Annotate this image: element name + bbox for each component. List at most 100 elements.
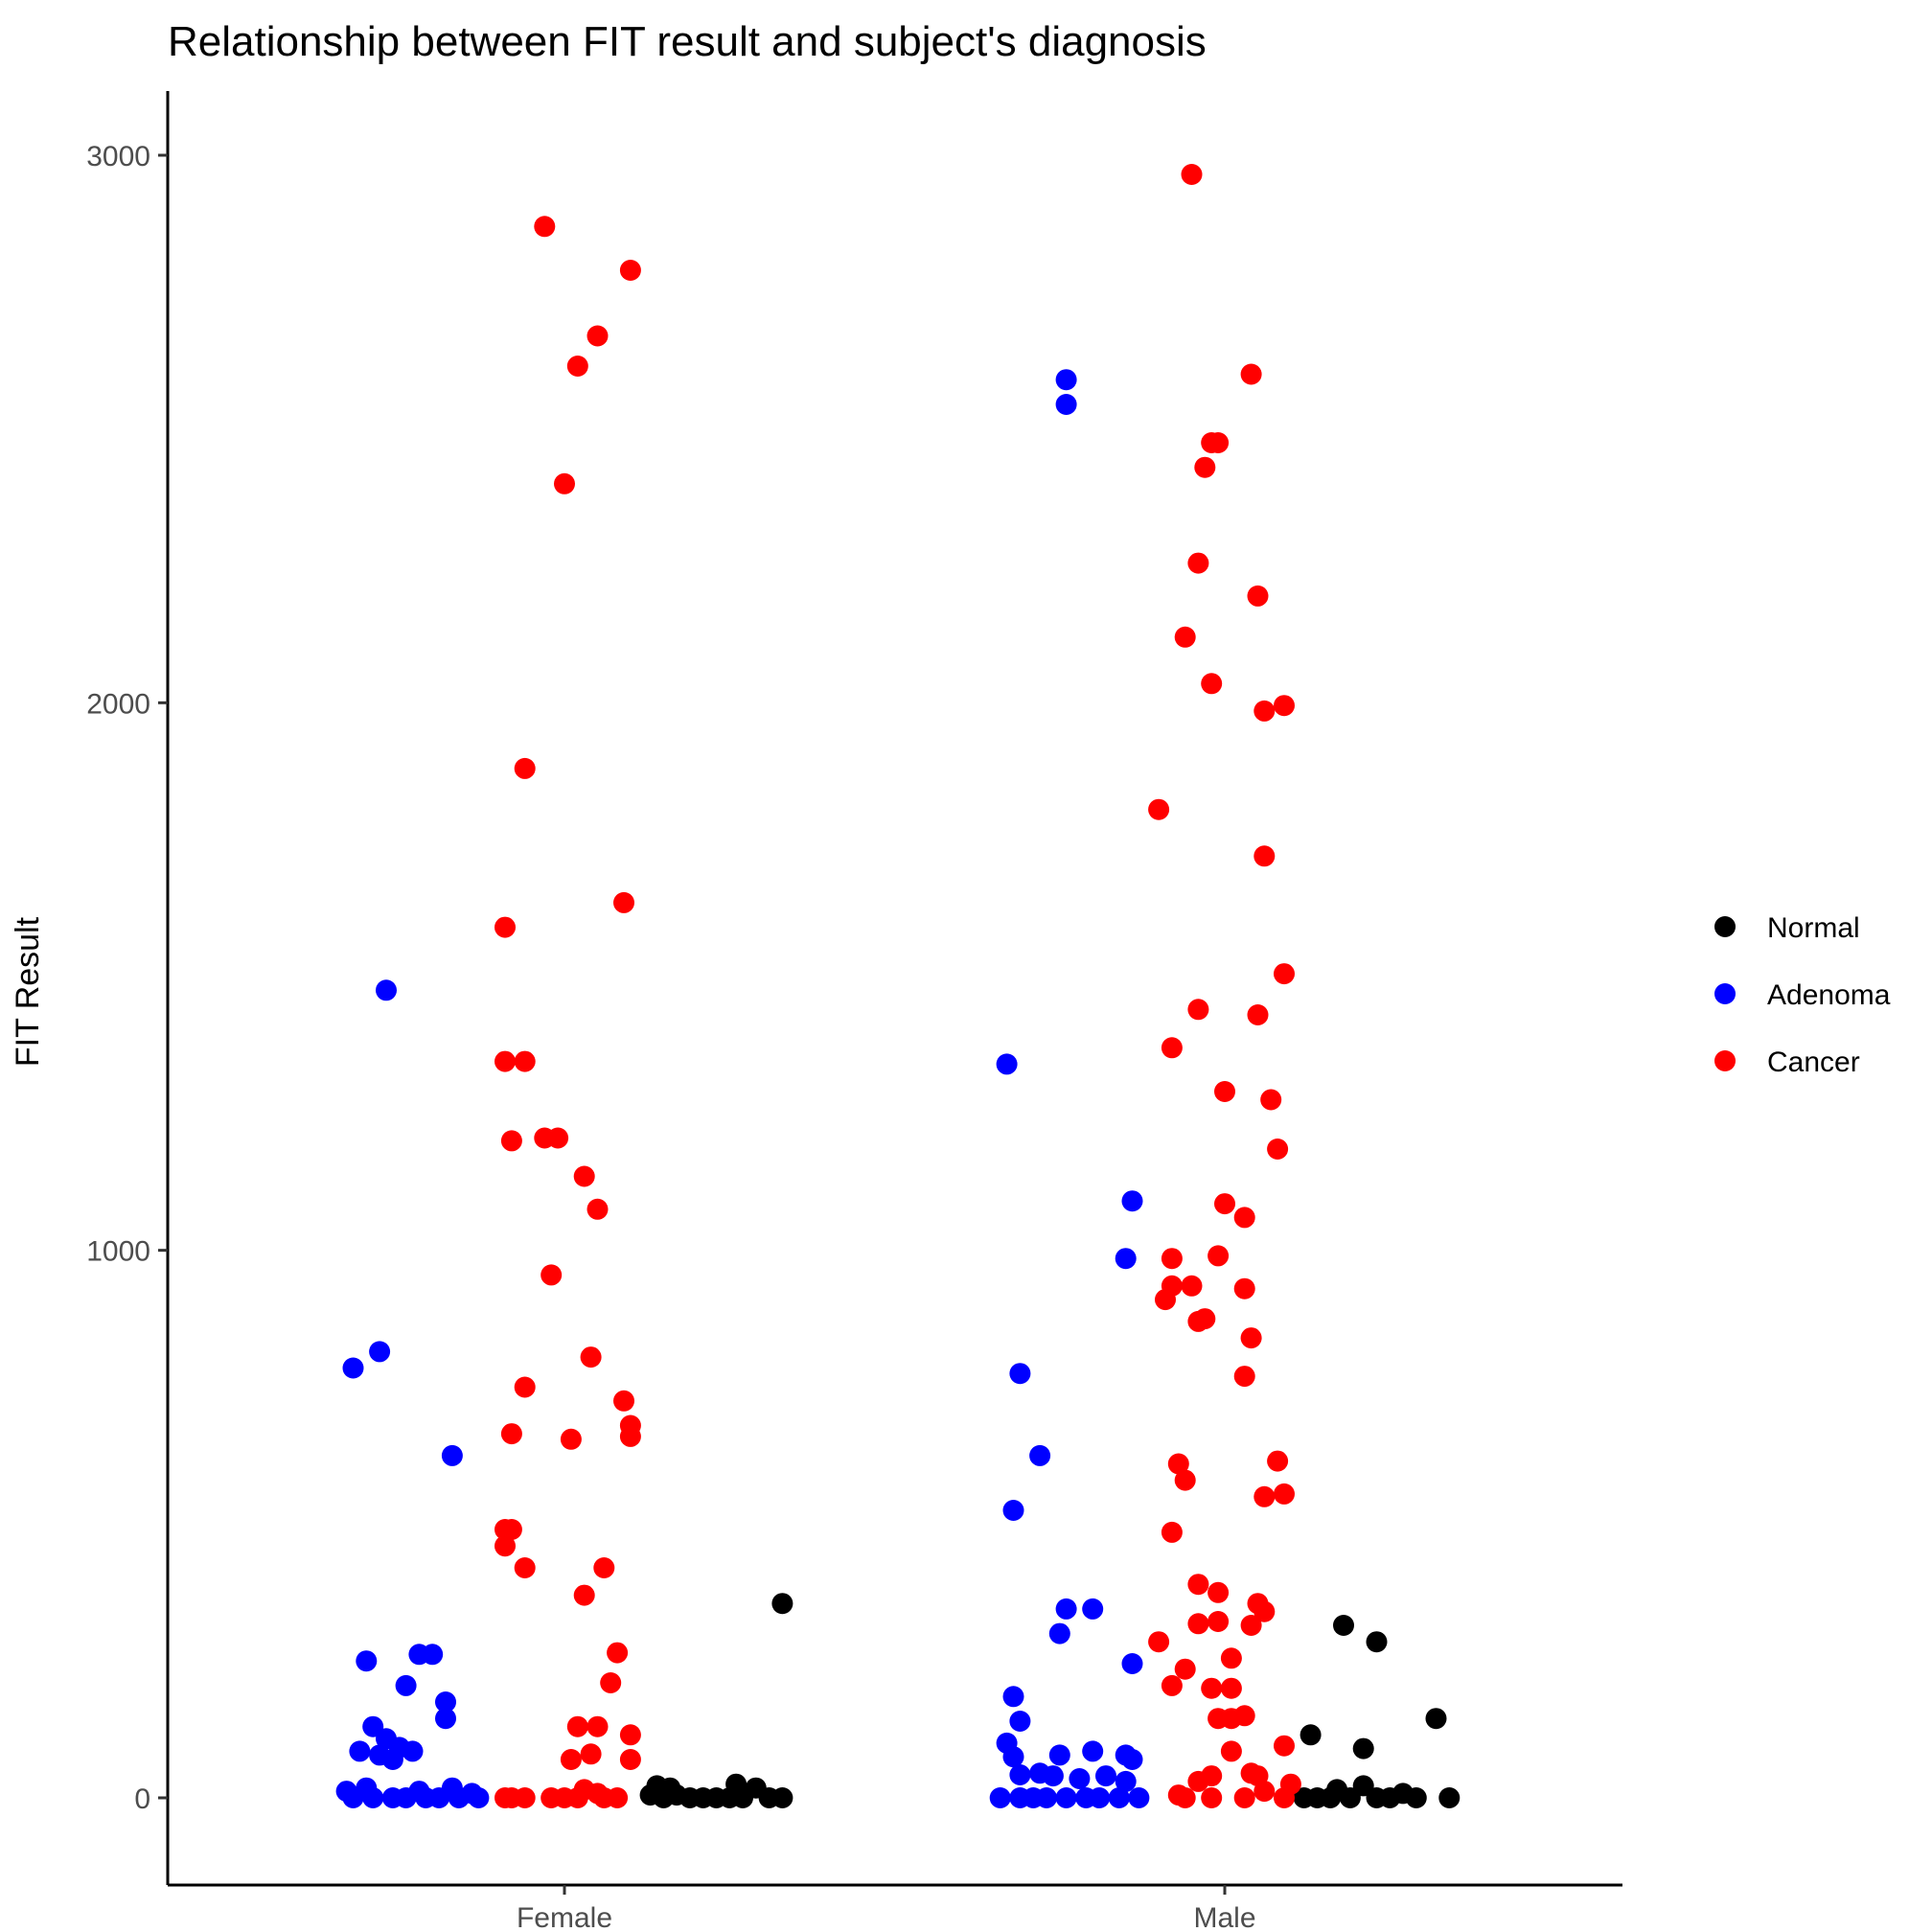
- data-point: [422, 1644, 444, 1666]
- data-point: [1194, 1308, 1216, 1330]
- data-point: [1009, 1363, 1031, 1385]
- data-point: [573, 1584, 595, 1606]
- data-point: [1055, 1598, 1077, 1620]
- data-point: [395, 1787, 417, 1808]
- data-point: [1108, 1787, 1130, 1808]
- data-point: [573, 1165, 595, 1187]
- data-point: [1036, 1787, 1057, 1808]
- data-point: [1187, 1574, 1209, 1596]
- data-point: [560, 1428, 582, 1450]
- data-point: [607, 1642, 629, 1664]
- data-point: [1233, 1787, 1255, 1808]
- data-point: [1254, 700, 1276, 722]
- data-point: [1121, 1749, 1143, 1770]
- data-point: [1274, 963, 1295, 985]
- data-point: [1220, 1647, 1242, 1669]
- data-point: [1201, 1787, 1223, 1808]
- data-point: [500, 1423, 522, 1445]
- data-point: [1339, 1787, 1361, 1808]
- data-point: [342, 1787, 364, 1808]
- x-tick-label: Male: [1193, 1902, 1255, 1932]
- data-point: [1161, 1037, 1183, 1059]
- y-tick-label: 1000: [86, 1236, 150, 1268]
- data-point: [1220, 1677, 1242, 1699]
- legend-label-cancer: Cancer: [1767, 1046, 1860, 1078]
- data-point: [1148, 798, 1170, 820]
- data-point: [1115, 1770, 1137, 1792]
- data-point: [1247, 585, 1269, 607]
- data-point: [1155, 1289, 1176, 1311]
- data-point: [381, 1749, 403, 1770]
- data-point: [593, 1557, 615, 1578]
- data-point: [1121, 1653, 1143, 1674]
- data-point: [1161, 1674, 1183, 1696]
- data-point: [1187, 999, 1209, 1021]
- data-point: [1029, 1444, 1051, 1466]
- legend-key-adenoma: [1714, 983, 1736, 1004]
- data-point: [1009, 1764, 1031, 1785]
- data-point: [1161, 1521, 1183, 1543]
- data-point: [540, 1264, 563, 1286]
- data-point: [607, 1787, 629, 1808]
- data-point: [1082, 1598, 1104, 1620]
- data-point: [1208, 1245, 1230, 1267]
- data-point: [1187, 1613, 1209, 1635]
- data-point: [356, 1650, 378, 1672]
- data-point: [1201, 1677, 1223, 1699]
- series-normal: [639, 1593, 1460, 1808]
- data-point: [1208, 1611, 1230, 1632]
- y-tick-label: 0: [134, 1783, 150, 1815]
- data-point: [1220, 1740, 1242, 1762]
- data-point: [1174, 1787, 1196, 1808]
- data-point: [586, 1198, 609, 1220]
- data-point: [1201, 673, 1223, 695]
- data-point: [402, 1740, 424, 1762]
- data-point: [1002, 1686, 1024, 1708]
- data-point: [1089, 1787, 1111, 1808]
- data-point: [613, 891, 634, 913]
- data-point: [494, 916, 516, 938]
- data-point: [435, 1708, 456, 1730]
- data-point: [342, 1357, 364, 1379]
- data-point: [1161, 1248, 1183, 1270]
- legend-key-normal: [1714, 916, 1736, 937]
- data-point: [996, 1053, 1018, 1075]
- legend: Normal Adenoma Cancer: [1714, 912, 1891, 1078]
- data-point: [1055, 1787, 1077, 1808]
- data-point: [1174, 1658, 1196, 1680]
- y-tick-label: 2000: [86, 688, 150, 720]
- x-tick-label: Female: [517, 1902, 612, 1932]
- data-point: [1274, 1483, 1295, 1505]
- data-point: [1048, 1744, 1070, 1766]
- data-point: [441, 1444, 463, 1466]
- data-point: [1187, 552, 1209, 574]
- data-point: [369, 1341, 391, 1363]
- data-point: [1095, 1765, 1116, 1787]
- data-point: [619, 1724, 641, 1746]
- data-point: [580, 1743, 602, 1765]
- data-point: [349, 1740, 371, 1762]
- data-point: [1181, 164, 1203, 185]
- chart-title: Relationship between FIT result and subj…: [168, 18, 1207, 65]
- data-point: [1240, 363, 1262, 385]
- plot-area: 0 1000 2000 3000 Female Male: [86, 91, 1622, 1932]
- data-point: [771, 1593, 794, 1615]
- data-point: [989, 1787, 1011, 1808]
- data-point: [395, 1674, 417, 1696]
- data-point: [1254, 1600, 1276, 1622]
- data-point: [1274, 1735, 1295, 1757]
- data-point: [448, 1787, 470, 1808]
- data-point: [428, 1787, 450, 1808]
- data-point: [1274, 1787, 1295, 1808]
- data-point: [613, 1390, 634, 1412]
- data-point: [500, 1519, 522, 1540]
- data-point: [1194, 456, 1216, 478]
- data-point: [435, 1691, 456, 1713]
- data-point: [619, 1425, 641, 1447]
- data-point: [1115, 1248, 1137, 1270]
- data-point: [1187, 1770, 1209, 1792]
- data-point: [494, 1050, 516, 1072]
- data-point: [1214, 1081, 1235, 1102]
- data-point: [586, 1715, 609, 1737]
